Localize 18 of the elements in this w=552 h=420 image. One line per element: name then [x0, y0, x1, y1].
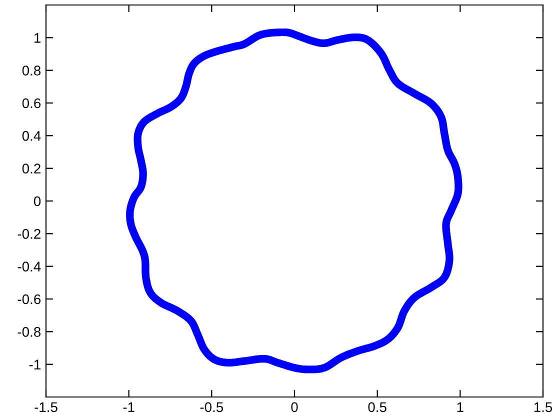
y-tick-label: 0.2 [22, 164, 40, 174]
x-tick-label: -0.5 [200, 402, 224, 412]
x-tick-label: 1.5 [534, 402, 552, 412]
x-tick-label: -1 [123, 402, 134, 412]
x-tick-label: 0.5 [368, 402, 386, 412]
x-tick-label: -1.5 [34, 402, 58, 412]
y-tick-label: 1 [34, 33, 40, 43]
x-tick-label: 0 [291, 402, 298, 412]
y-tick-label: -0.2 [18, 229, 40, 239]
x-tick-label: 1 [457, 402, 464, 412]
y-tick-label: 0.6 [22, 98, 41, 108]
y-tick-label: 0 [34, 196, 41, 206]
y-tick-label: -1 [29, 360, 40, 370]
y-tick-label: 0.4 [22, 131, 41, 141]
y-tick-label: -0.4 [18, 262, 41, 272]
y-tick-label: 0.8 [22, 66, 41, 76]
y-tick-label: -0.6 [18, 294, 41, 304]
y-tick-label: -0.8 [18, 327, 41, 337]
